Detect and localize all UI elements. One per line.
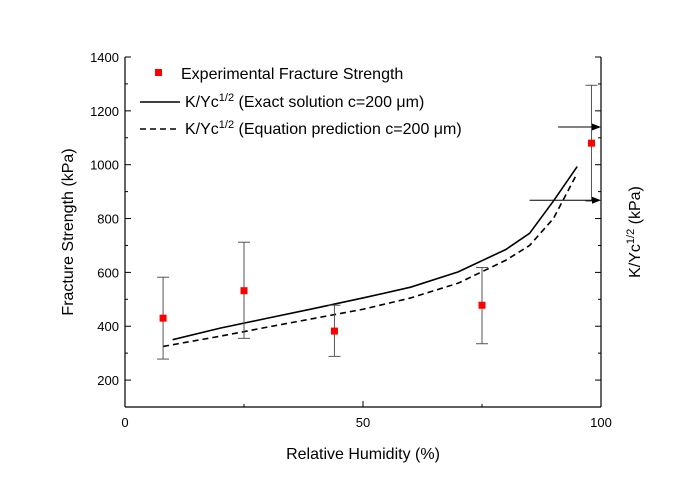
data-point-0 bbox=[159, 314, 167, 322]
x-axis-title: Relative Humidity (%) bbox=[286, 446, 440, 463]
y-axis-title-right-sup: 1/2 bbox=[625, 229, 637, 244]
legend-label-experimental: Experimental Fracture Strength bbox=[181, 66, 403, 83]
y-tick-label-2: 600 bbox=[97, 265, 119, 280]
y-tick-label-5: 1200 bbox=[90, 104, 119, 119]
series-line-prediction bbox=[162, 172, 578, 348]
series-lines bbox=[162, 166, 578, 348]
y-tick-label-4: 1000 bbox=[90, 158, 119, 173]
data-points bbox=[159, 139, 595, 335]
legend: Experimental Fracture Strength K/Yc1/2 (… bbox=[140, 66, 462, 138]
y-axis-title-right-main: K/Yc bbox=[627, 244, 644, 278]
data-point-2 bbox=[330, 327, 338, 335]
tick-group: 0 50 100 200 400 600 800 1000 1200 1400 bbox=[90, 50, 612, 430]
legend-label-exact-sup: 1/2 bbox=[219, 92, 234, 104]
legend-label-prediction: K/Yc1/2 (Equation prediction c=200 μm) bbox=[185, 119, 462, 138]
legend-label-prediction-suffix: (Equation prediction c=200 μm) bbox=[234, 121, 462, 138]
data-point-1 bbox=[240, 287, 248, 295]
legend-label-exact-main: K/Yc bbox=[185, 94, 219, 111]
y-tick-label-0: 200 bbox=[97, 373, 119, 388]
y-tick-label-3: 800 bbox=[97, 212, 119, 227]
y-axis-title-right: K/Yc1/2 (kPa) bbox=[625, 186, 644, 278]
x-tick-label-2: 100 bbox=[590, 415, 612, 430]
y-tick-label-6: 1400 bbox=[90, 50, 119, 65]
legend-label-prediction-main: K/Yc bbox=[185, 121, 219, 138]
series-line-exact bbox=[172, 166, 578, 341]
annotation-arrow-head-0 bbox=[592, 123, 601, 131]
data-point-3 bbox=[478, 301, 486, 309]
legend-label-exact: K/Yc1/2 (Exact solution c=200 μm) bbox=[185, 92, 424, 111]
legend-label-prediction-sup: 1/2 bbox=[219, 119, 234, 131]
annotation-arrow-head-1 bbox=[592, 196, 601, 204]
y-axis-title-left: Fracture Strength (kPa) bbox=[60, 148, 77, 315]
annotation-arrows bbox=[529, 123, 601, 204]
data-point-4 bbox=[587, 139, 595, 147]
y-tick-label-1: 400 bbox=[97, 319, 119, 334]
legend-marker-experimental bbox=[155, 69, 162, 76]
legend-label-exact-suffix: (Exact solution c=200 μm) bbox=[234, 94, 424, 111]
x-tick-label-1: 50 bbox=[356, 415, 370, 430]
x-tick-label-0: 0 bbox=[121, 415, 128, 430]
y-axis-title-right-unit: (kPa) bbox=[627, 186, 644, 224]
